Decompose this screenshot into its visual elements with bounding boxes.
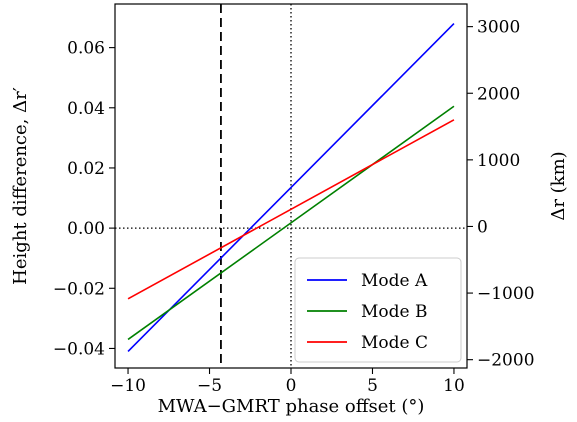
y-tick-label-right: 0 xyxy=(477,217,488,237)
x-tick-label: −10 xyxy=(110,376,146,396)
y-tick-label-right: 3000 xyxy=(477,18,520,38)
series-layer xyxy=(127,22,455,353)
x-tick-label: 0 xyxy=(286,376,297,396)
plot-area xyxy=(115,4,467,368)
x-axis-label: MWA−GMRT phase offset (°) xyxy=(158,396,425,417)
series-line-mode-c xyxy=(127,119,455,300)
legend-label-mode-c: Mode C xyxy=(361,333,428,353)
series-line-mode-a xyxy=(127,22,455,353)
x-tick-label: −5 xyxy=(197,376,222,396)
y-tick-label-right: 1000 xyxy=(477,151,520,171)
y-tick-label-left: 0.06 xyxy=(67,39,105,59)
y-axis-label-right: Δr (km) xyxy=(548,151,569,220)
legend-box xyxy=(294,257,462,363)
y-tick-label-right: −1000 xyxy=(477,284,535,304)
y-tick-label-left: 0.00 xyxy=(67,219,105,239)
x-tick-label: 10 xyxy=(443,376,465,396)
y-tick-label-left: −0.04 xyxy=(53,339,105,359)
x-tick-label: 5 xyxy=(367,376,378,396)
y-axis-label-left: Height difference, Δr′ xyxy=(10,87,31,285)
y-tick-label-left: 0.02 xyxy=(67,159,105,179)
series-line-mode-b xyxy=(127,105,455,341)
legend-label-mode-b: Mode B xyxy=(361,302,427,322)
y-tick-label-left: −0.02 xyxy=(53,279,105,299)
x-axis: −10 −5 0 5 10 xyxy=(110,368,465,396)
legend: Mode A Mode B Mode C xyxy=(294,257,462,363)
legend-label-mode-a: Mode A xyxy=(361,271,428,291)
y-tick-label-right: −2000 xyxy=(477,351,535,371)
y-axis-left: −0.04 −0.02 0.00 0.02 0.04 0.06 xyxy=(53,39,115,359)
y-tick-label-left: 0.04 xyxy=(67,99,105,119)
y-axis-right: −2000 −1000 0 1000 2000 3000 xyxy=(467,18,535,371)
y-tick-label-right: 2000 xyxy=(477,84,520,104)
